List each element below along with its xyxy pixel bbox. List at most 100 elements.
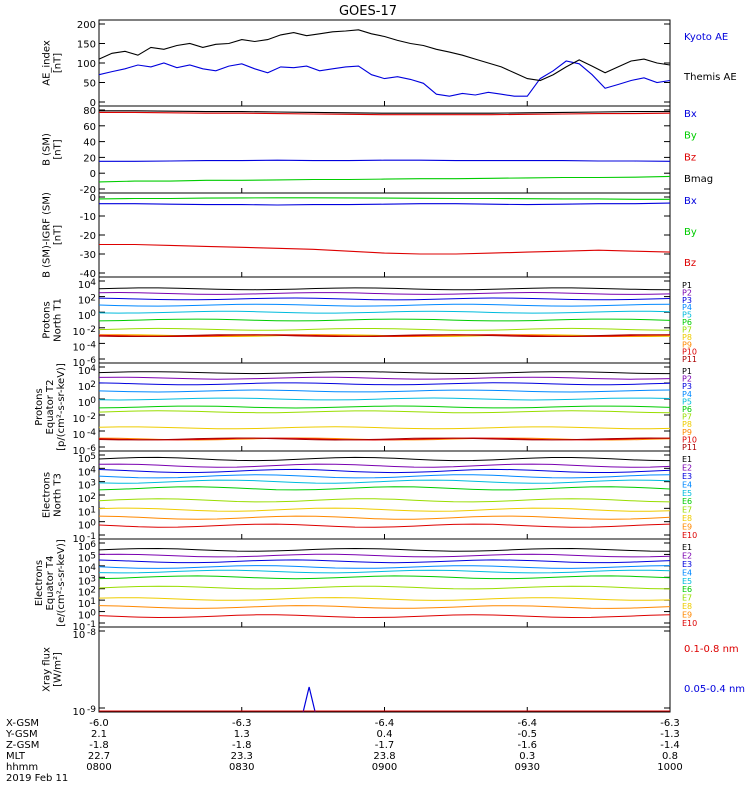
enorth-ytick: 510 — [78, 452, 96, 465]
svg-text:10: 10 — [72, 534, 85, 545]
pnorth-ytick: -610 — [72, 356, 96, 369]
eeq-channel-e1 — [98, 547, 671, 552]
eeq-legend-e1: E1 — [682, 543, 692, 552]
footer-cell: -1.3 — [660, 729, 680, 740]
bsm-legend-by: By — [684, 131, 697, 142]
peq-legend-p9: P9 — [682, 428, 692, 437]
enorth-channel-e1 — [98, 456, 671, 462]
bsm-frame — [98, 105, 671, 194]
eeq-ylabel: Electrons — [34, 560, 45, 606]
enorth-ytick: 310 — [78, 479, 96, 492]
bigrf-ylabel: [nT] — [53, 225, 64, 245]
footer-cell: 1000 — [657, 762, 682, 773]
pnorth-channel-p4 — [98, 303, 671, 307]
svg-text:-6: -6 — [87, 356, 96, 366]
bsm-legend-bmag: Bmag — [684, 174, 713, 185]
footer-cell: -1.6 — [517, 740, 537, 751]
svg-text:2: 2 — [90, 294, 96, 304]
svg-text:2: 2 — [90, 380, 96, 390]
enorth-legend-e2: E2 — [682, 463, 692, 472]
bigrf-ytick: 0 — [90, 193, 96, 204]
orbit-axis-table: X-GSM -6.0 -6.3 -6.4 -6.4 -6.3Y-GSM 2.1 1.3 0.4-… — [5, 718, 683, 784]
footer-cell: -0.5 — [517, 729, 537, 740]
eeq-legend-e3: E3 — [682, 560, 692, 569]
enorth-ytick: -110 — [72, 532, 96, 545]
eeq-ylabel: [e/(cm²-s-sr-keV)] — [56, 539, 67, 627]
svg-text:10: 10 — [78, 565, 91, 576]
eeq-channel-e9 — [98, 605, 671, 609]
enorth-legend-e10: E10 — [682, 531, 697, 540]
pnorth-channel-p7 — [98, 327, 671, 331]
bsm-legend-bz: Bz — [684, 152, 696, 163]
ae-legend-kyoto-ae: Kyoto AE — [684, 32, 728, 43]
bigrf-legend-bz: Bz — [684, 258, 696, 269]
peq-legend-p1: P1 — [682, 367, 692, 376]
eeq-legend-e8: E8 — [682, 602, 692, 611]
pnorth-channel-p1 — [98, 287, 671, 291]
svg-text:10: 10 — [78, 454, 91, 465]
enorth-channel-e9 — [98, 515, 671, 520]
svg-text:0: 0 — [90, 519, 96, 529]
bsm-ytick: 0 — [90, 169, 96, 180]
peq-ytick: -210 — [72, 412, 96, 425]
footer-cell: 0.3 — [519, 751, 535, 762]
svg-text:10: 10 — [78, 467, 91, 478]
enorth-channel-e2 — [98, 463, 671, 468]
bsm-ylabel: B (SM) — [42, 133, 53, 166]
peq-legend-p2: P2 — [682, 375, 692, 384]
xray-legend-1: 0.05-0.4 nm — [684, 684, 745, 695]
bigrf-frame — [98, 192, 671, 278]
bigrf-legend-by: By — [684, 227, 697, 238]
bsm-ytick: 20 — [83, 153, 96, 164]
ae-series-themis-ae — [98, 29, 671, 82]
svg-text:10: 10 — [78, 507, 91, 518]
eeq-channel-e6 — [98, 575, 671, 580]
eeq-legend-e6: E6 — [682, 585, 692, 594]
pnorth-channel-p6 — [98, 318, 671, 322]
enorth-legend-e8: E8 — [682, 514, 692, 523]
bsm-series-by — [98, 175, 671, 183]
footer-cell: 0900 — [372, 762, 397, 773]
pnorth-channel-p5 — [98, 310, 671, 314]
eeq-legend-e2: E2 — [682, 551, 692, 560]
pnorth-legend-p8: P8 — [682, 333, 692, 342]
svg-text:10: 10 — [78, 611, 91, 622]
pnorth-ytick: 010 — [78, 309, 96, 322]
footer-row-label: hhmm — [6, 762, 38, 773]
svg-text:3: 3 — [90, 574, 96, 584]
enorth-legend-e5: E5 — [682, 489, 692, 498]
bsm-ylabel: [nT] — [53, 139, 64, 159]
footer-cell: -6.4 — [375, 718, 395, 729]
footer-row-label: Z-GSM — [6, 740, 39, 751]
bigrf-ylabel: B (SM)-IGRF (SM) — [42, 192, 53, 278]
eeq-legend-e9: E9 — [682, 611, 692, 620]
svg-text:10: 10 — [78, 280, 91, 291]
enorth-frame — [98, 450, 671, 540]
bigrf-ytick: -30 — [80, 250, 96, 261]
eeq-ytick: 010 — [78, 609, 96, 622]
enorth-ytick: 010 — [78, 519, 96, 532]
xray-legend-0: 0.1-0.8 nm — [684, 644, 739, 655]
footer-row-label: X-GSM — [6, 718, 39, 729]
svg-text:-1: -1 — [87, 620, 96, 630]
bigrf-ytick: -10 — [80, 212, 96, 223]
peq-ytick: -410 — [72, 428, 96, 441]
footer-cell: -1.8 — [232, 740, 252, 751]
enorth-channel-e6 — [98, 486, 671, 491]
plot-title: GOES-17 — [339, 4, 397, 19]
peq-channel-p1 — [98, 371, 671, 375]
peq-legend-p5: P5 — [682, 397, 692, 406]
peq-legend-p8: P8 — [682, 420, 692, 429]
enorth-legend-e7: E7 — [682, 506, 692, 515]
bigrf-panel: -40 -30 -20 -10 0 B (SM)-IGRF (SM) [nT] Bx By Bz — [42, 192, 697, 280]
eeq-ytick: 110 — [78, 597, 96, 610]
bsm-series-bx — [99, 159, 671, 162]
ae-ylabel: AE_index — [42, 40, 53, 86]
svg-text:10: 10 — [72, 342, 85, 353]
pnorth-legend-p4: P4 — [682, 303, 692, 312]
peq-channel-p7 — [98, 410, 671, 414]
svg-text:4: 4 — [90, 563, 96, 573]
svg-text:0: 0 — [90, 609, 96, 619]
